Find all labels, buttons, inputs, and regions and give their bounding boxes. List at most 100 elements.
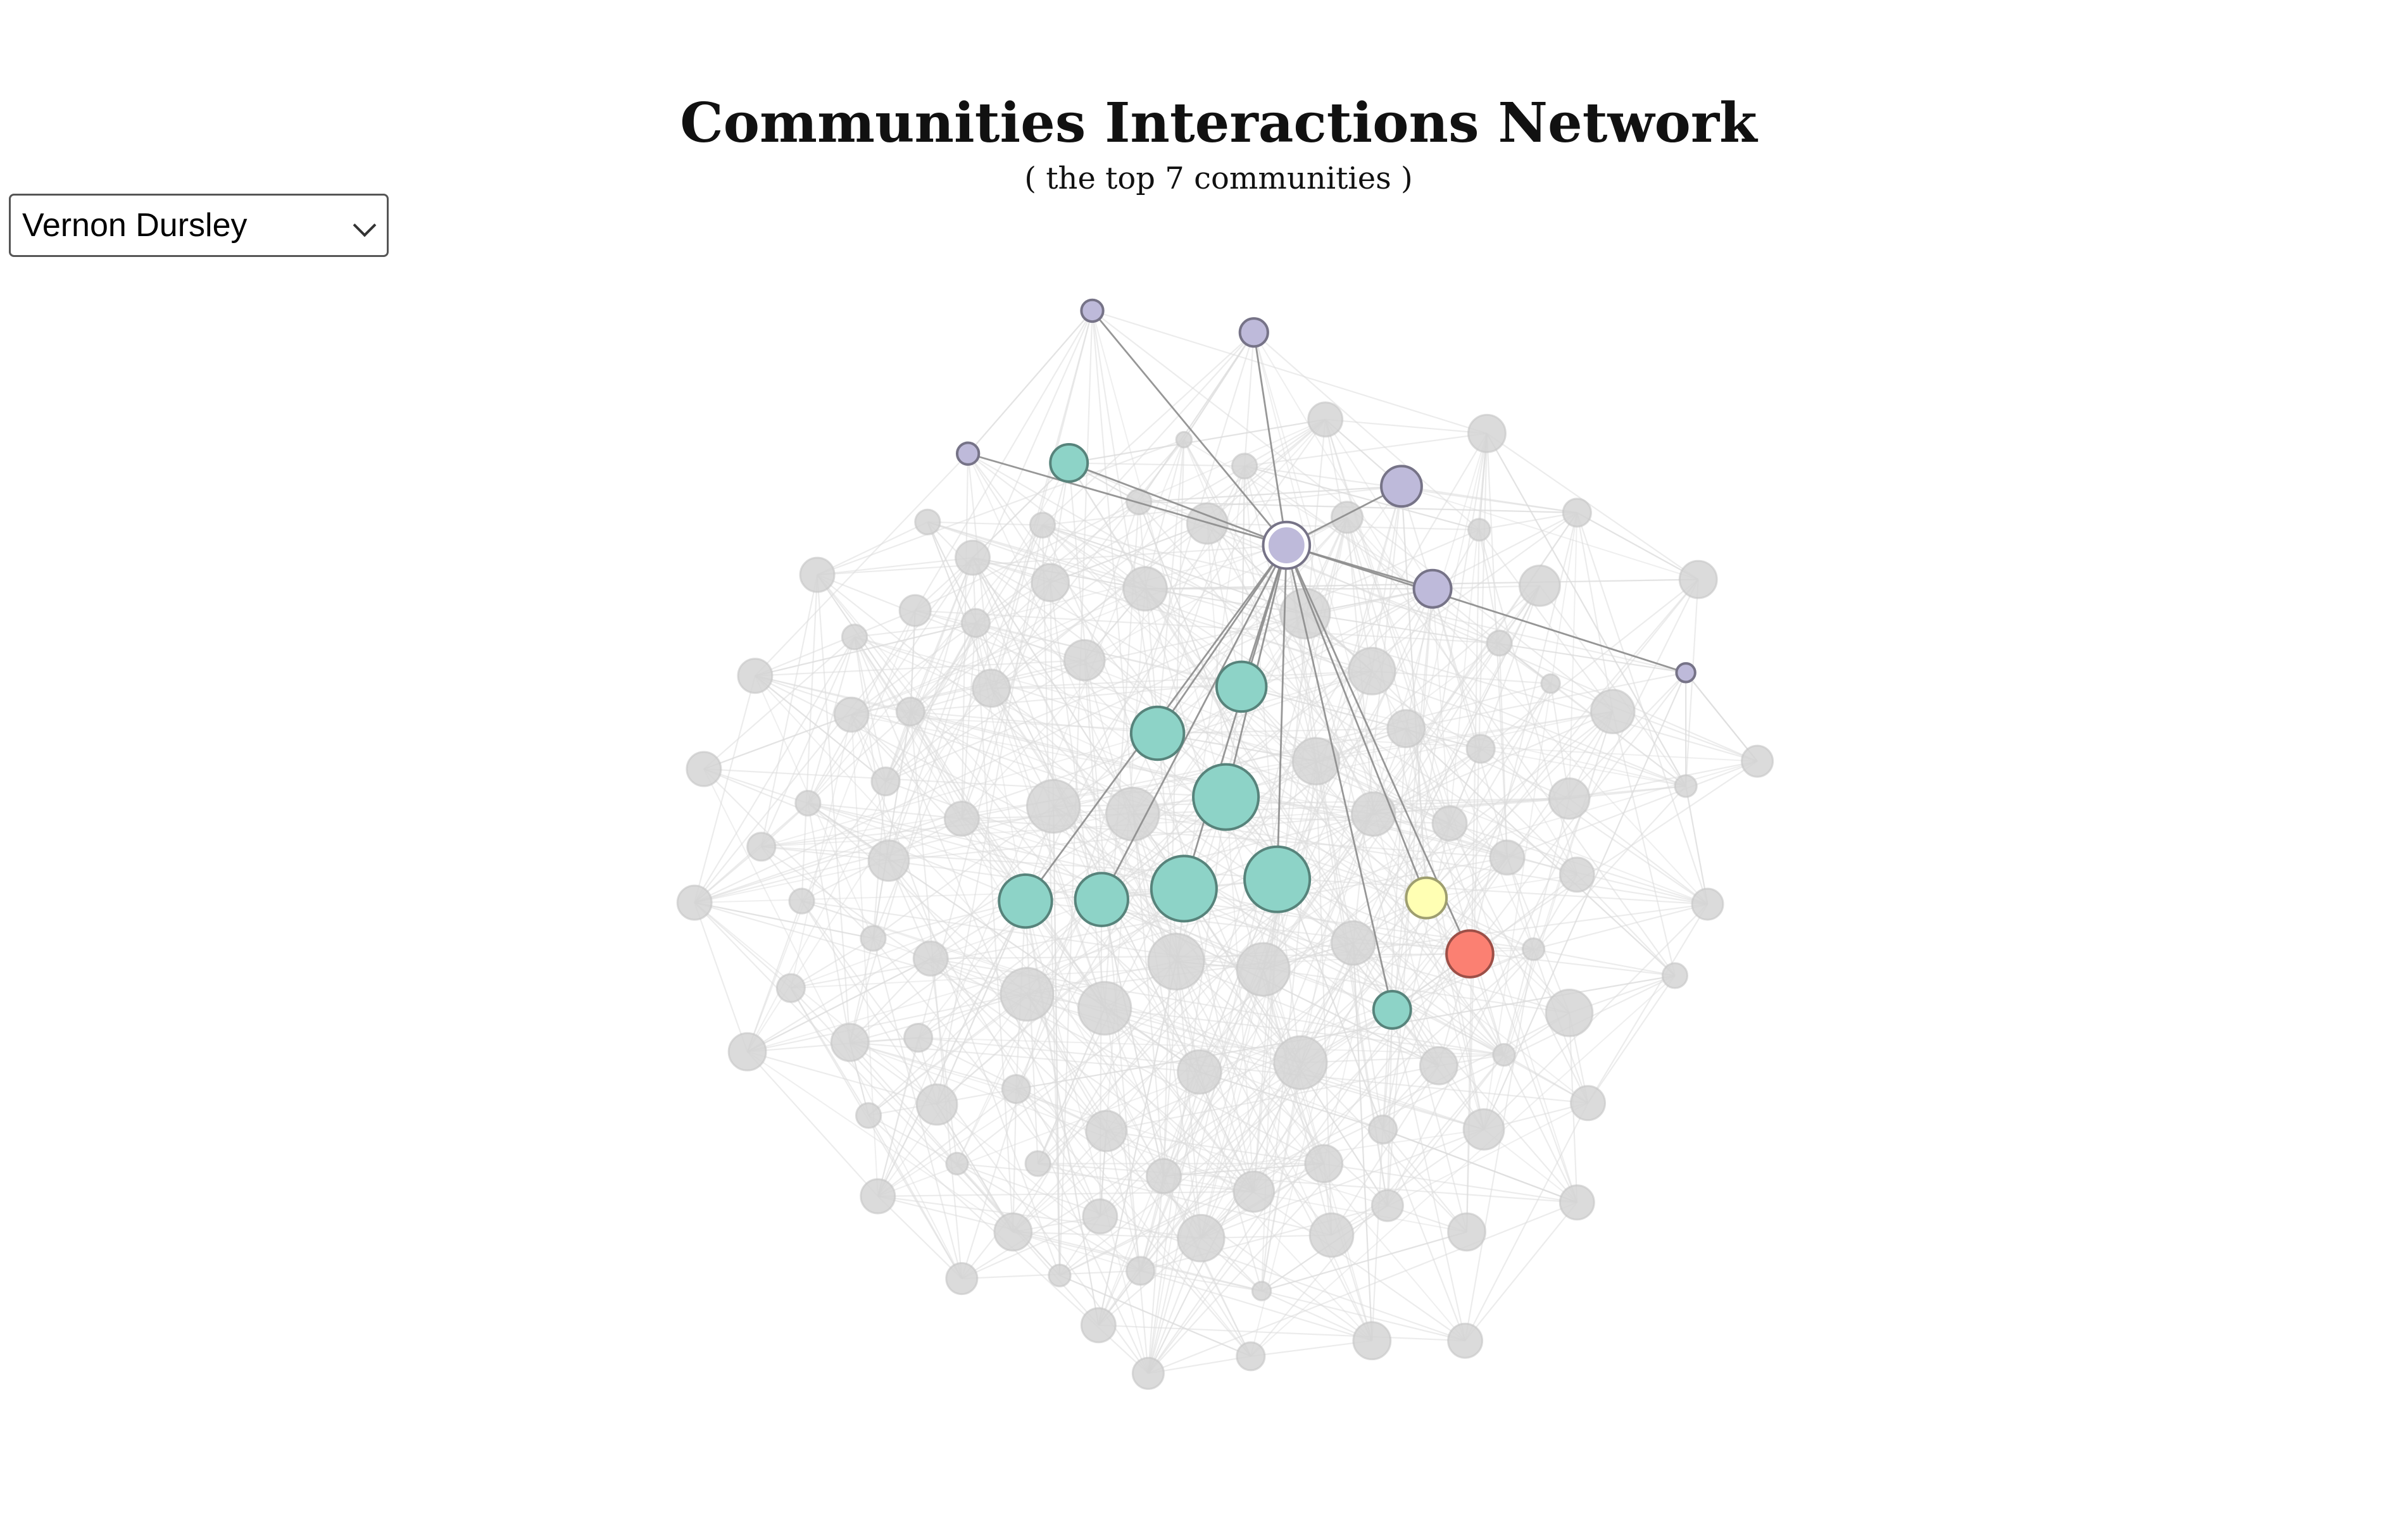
background-node[interactable] xyxy=(1077,980,1132,1036)
background-node[interactable] xyxy=(737,658,774,694)
background-node[interactable] xyxy=(914,508,941,535)
background-node[interactable] xyxy=(943,801,980,837)
highlighted-node[interactable] xyxy=(1372,989,1412,1030)
background-node[interactable] xyxy=(1370,1189,1404,1222)
background-node[interactable] xyxy=(1540,673,1561,694)
background-node[interactable] xyxy=(1307,401,1344,438)
background-node[interactable] xyxy=(993,1212,1033,1252)
background-node[interactable] xyxy=(1063,639,1106,682)
background-node[interactable] xyxy=(788,887,815,915)
background-node[interactable] xyxy=(1569,1085,1606,1122)
background-node[interactable] xyxy=(1029,511,1057,539)
background-node[interactable] xyxy=(841,623,869,651)
background-node[interactable] xyxy=(794,789,822,817)
background-node[interactable] xyxy=(1273,1035,1328,1091)
background-node[interactable] xyxy=(1661,962,1689,989)
highlighted-node[interactable] xyxy=(1675,662,1696,684)
background-node[interactable] xyxy=(1231,453,1258,480)
background-node[interactable] xyxy=(1126,1256,1156,1286)
background-node[interactable] xyxy=(1691,887,1724,921)
highlighted-node[interactable] xyxy=(955,441,981,466)
background-node[interactable] xyxy=(1122,566,1168,612)
background-node[interactable] xyxy=(912,940,949,977)
background-node[interactable] xyxy=(1048,1263,1072,1287)
background-node[interactable] xyxy=(855,1102,882,1129)
background-node[interactable] xyxy=(1674,774,1698,798)
background-node[interactable] xyxy=(1251,1280,1272,1301)
background-node[interactable] xyxy=(1031,563,1070,603)
background-node[interactable] xyxy=(1352,1321,1392,1361)
character-select[interactable]: Vernon Dursley xyxy=(11,196,387,255)
background-node[interactable] xyxy=(860,925,887,952)
background-node[interactable] xyxy=(945,1151,969,1176)
background-node[interactable] xyxy=(1145,1158,1182,1194)
background-node[interactable] xyxy=(895,696,925,727)
background-node[interactable] xyxy=(1386,709,1426,749)
background-node[interactable] xyxy=(915,1083,958,1126)
background-node[interactable] xyxy=(1521,937,1546,961)
background-node[interactable] xyxy=(1431,805,1468,842)
background-node[interactable] xyxy=(1740,744,1774,778)
background-node[interactable] xyxy=(870,766,901,797)
highlighted-node[interactable] xyxy=(1445,929,1495,979)
background-node[interactable] xyxy=(1367,1114,1398,1145)
background-node[interactable] xyxy=(898,594,932,627)
background-node[interactable] xyxy=(860,1178,896,1215)
background-node[interactable] xyxy=(1486,630,1513,657)
background-node[interactable] xyxy=(903,1023,934,1053)
background-node[interactable] xyxy=(1147,932,1205,991)
background-node[interactable] xyxy=(1489,839,1526,876)
background-node[interactable] xyxy=(1467,518,1491,542)
background-node[interactable] xyxy=(686,751,722,787)
highlighted-node[interactable] xyxy=(1074,872,1129,927)
background-node[interactable] xyxy=(1080,1307,1117,1344)
background-node[interactable] xyxy=(1236,1341,1266,1372)
background-node[interactable] xyxy=(1236,942,1291,997)
highlighted-node[interactable] xyxy=(1129,705,1186,761)
background-node[interactable] xyxy=(1175,430,1193,449)
highlighted-node[interactable] xyxy=(1243,845,1312,913)
background-node[interactable] xyxy=(1085,1110,1128,1153)
highlighted-node[interactable] xyxy=(1380,465,1423,508)
highlighted-node[interactable] xyxy=(1150,854,1218,923)
background-node[interactable] xyxy=(1177,1049,1222,1095)
background-node[interactable] xyxy=(1304,1144,1344,1184)
background-node[interactable] xyxy=(1232,1170,1276,1213)
background-node[interactable] xyxy=(1177,1213,1226,1263)
background-node[interactable] xyxy=(1419,1046,1458,1085)
background-node[interactable] xyxy=(1492,1042,1516,1067)
background-node[interactable] xyxy=(960,608,991,638)
background-node[interactable] xyxy=(1131,1356,1165,1390)
background-node[interactable] xyxy=(799,556,836,593)
background-node[interactable] xyxy=(1447,1212,1487,1252)
background-node[interactable] xyxy=(1590,689,1636,735)
background-node[interactable] xyxy=(746,832,777,862)
background-node[interactable] xyxy=(867,839,910,882)
background-node[interactable] xyxy=(833,696,870,733)
background-node[interactable] xyxy=(1000,967,1055,1022)
background-node[interactable] xyxy=(1348,647,1396,696)
background-node[interactable] xyxy=(727,1032,767,1072)
background-node[interactable] xyxy=(1308,1212,1355,1258)
background-node[interactable] xyxy=(1519,564,1561,607)
background-node[interactable] xyxy=(1001,1074,1031,1104)
background-node[interactable] xyxy=(1462,1108,1505,1151)
character-select-container[interactable]: Vernon Dursley xyxy=(9,194,389,257)
background-node[interactable] xyxy=(1545,989,1594,1037)
selected-node[interactable] xyxy=(1262,520,1312,570)
background-node[interactable] xyxy=(1105,786,1160,842)
background-node[interactable] xyxy=(945,1262,979,1296)
background-node[interactable] xyxy=(1558,1184,1595,1221)
background-node[interactable] xyxy=(1082,1198,1119,1235)
highlighted-node[interactable] xyxy=(1080,298,1105,323)
background-node[interactable] xyxy=(1331,920,1376,966)
highlighted-node[interactable] xyxy=(998,873,1053,929)
highlighted-node[interactable] xyxy=(1049,442,1089,483)
background-node[interactable] xyxy=(1678,560,1718,599)
background-node[interactable] xyxy=(1024,1150,1051,1177)
highlighted-node[interactable] xyxy=(1412,568,1453,609)
background-node[interactable] xyxy=(955,539,991,576)
background-node[interactable] xyxy=(1025,779,1081,834)
background-node[interactable] xyxy=(1350,791,1396,837)
background-node[interactable] xyxy=(1562,497,1592,528)
